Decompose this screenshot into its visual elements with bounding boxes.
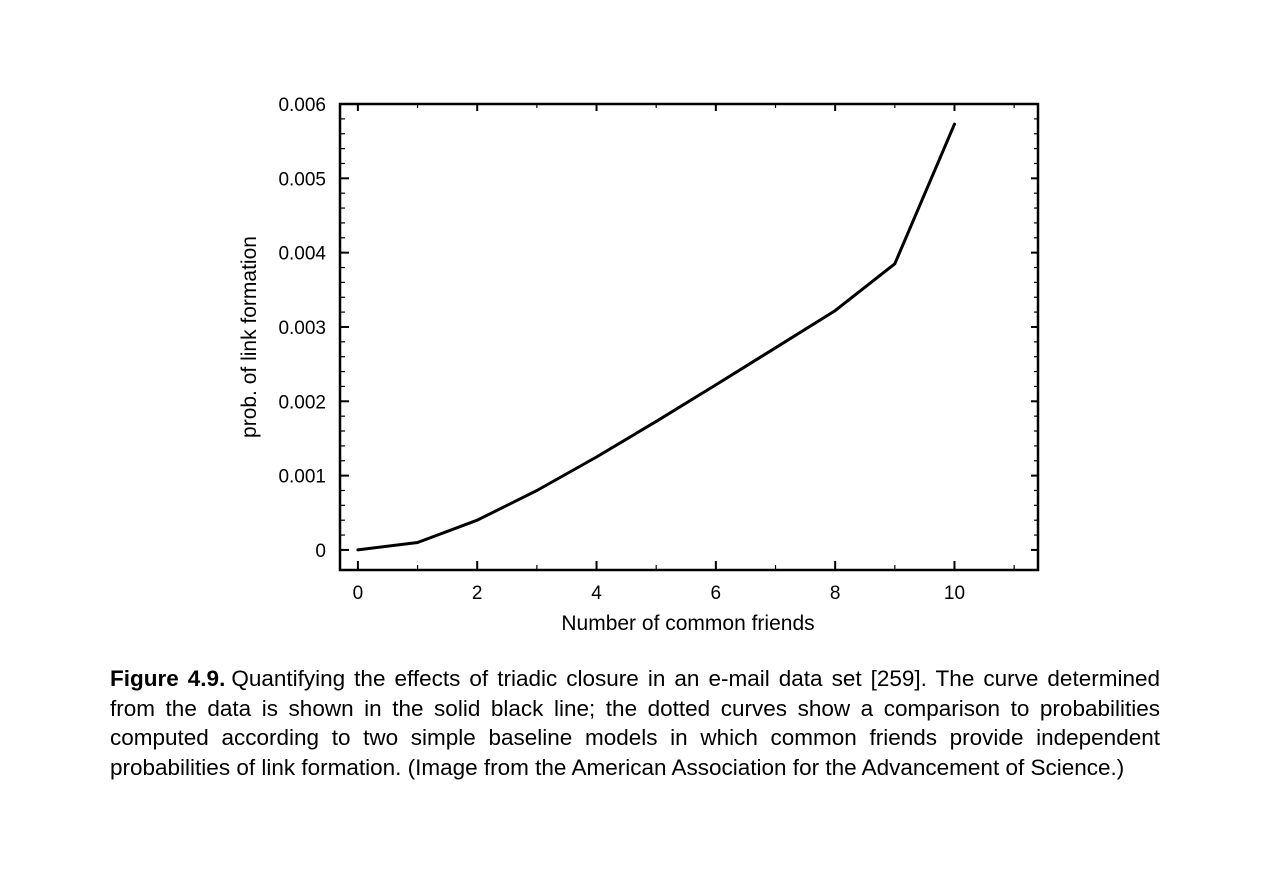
data-point	[476, 519, 479, 522]
y-tick-label: 0.006	[278, 95, 326, 116]
x-tick-label: 2	[472, 583, 483, 604]
y-tick-label: 0.005	[278, 169, 326, 190]
y-tick-label: 0.001	[278, 467, 326, 488]
data-point	[356, 548, 360, 552]
data-point	[416, 541, 419, 544]
x-axis-label: Number of common friends	[561, 612, 814, 635]
data-point	[953, 122, 956, 126]
caption-label: Figure 4.9.	[110, 666, 226, 691]
data-point	[833, 309, 837, 312]
y-axis-ticks: 0 0.001 0.002 0.003 0.004 0.005 0.006	[278, 95, 1038, 562]
x-tick-label: 10	[944, 583, 965, 604]
x-axis-ticks: 0 2 4 6 8 10	[353, 104, 965, 604]
data-point	[893, 262, 897, 265]
plot-frame	[338, 102, 1040, 572]
x-tick-label: 6	[711, 583, 722, 604]
series-line	[356, 122, 956, 552]
data-point	[774, 346, 777, 349]
x-tick-label: 8	[830, 583, 841, 604]
minor-ticks	[340, 104, 1038, 570]
x-tick-label: 0	[353, 583, 364, 604]
data-point	[535, 489, 539, 492]
series-group	[356, 122, 956, 552]
y-tick-label: 0.004	[278, 244, 326, 265]
y-tick-label: 0.002	[278, 392, 326, 413]
y-tick-label: 0.003	[278, 318, 326, 339]
y-axis-label: prob. of link formation	[238, 236, 261, 438]
y-tick-label: 0	[315, 541, 326, 562]
data-point	[595, 455, 598, 459]
data-point	[654, 420, 658, 423]
x-tick-label: 4	[591, 583, 602, 604]
caption-text: Quantifying the effects of triadic closu…	[110, 666, 1160, 780]
data-point	[714, 383, 718, 387]
figure-caption: Figure 4.9. Quantifying the effects of tr…	[110, 664, 1160, 782]
